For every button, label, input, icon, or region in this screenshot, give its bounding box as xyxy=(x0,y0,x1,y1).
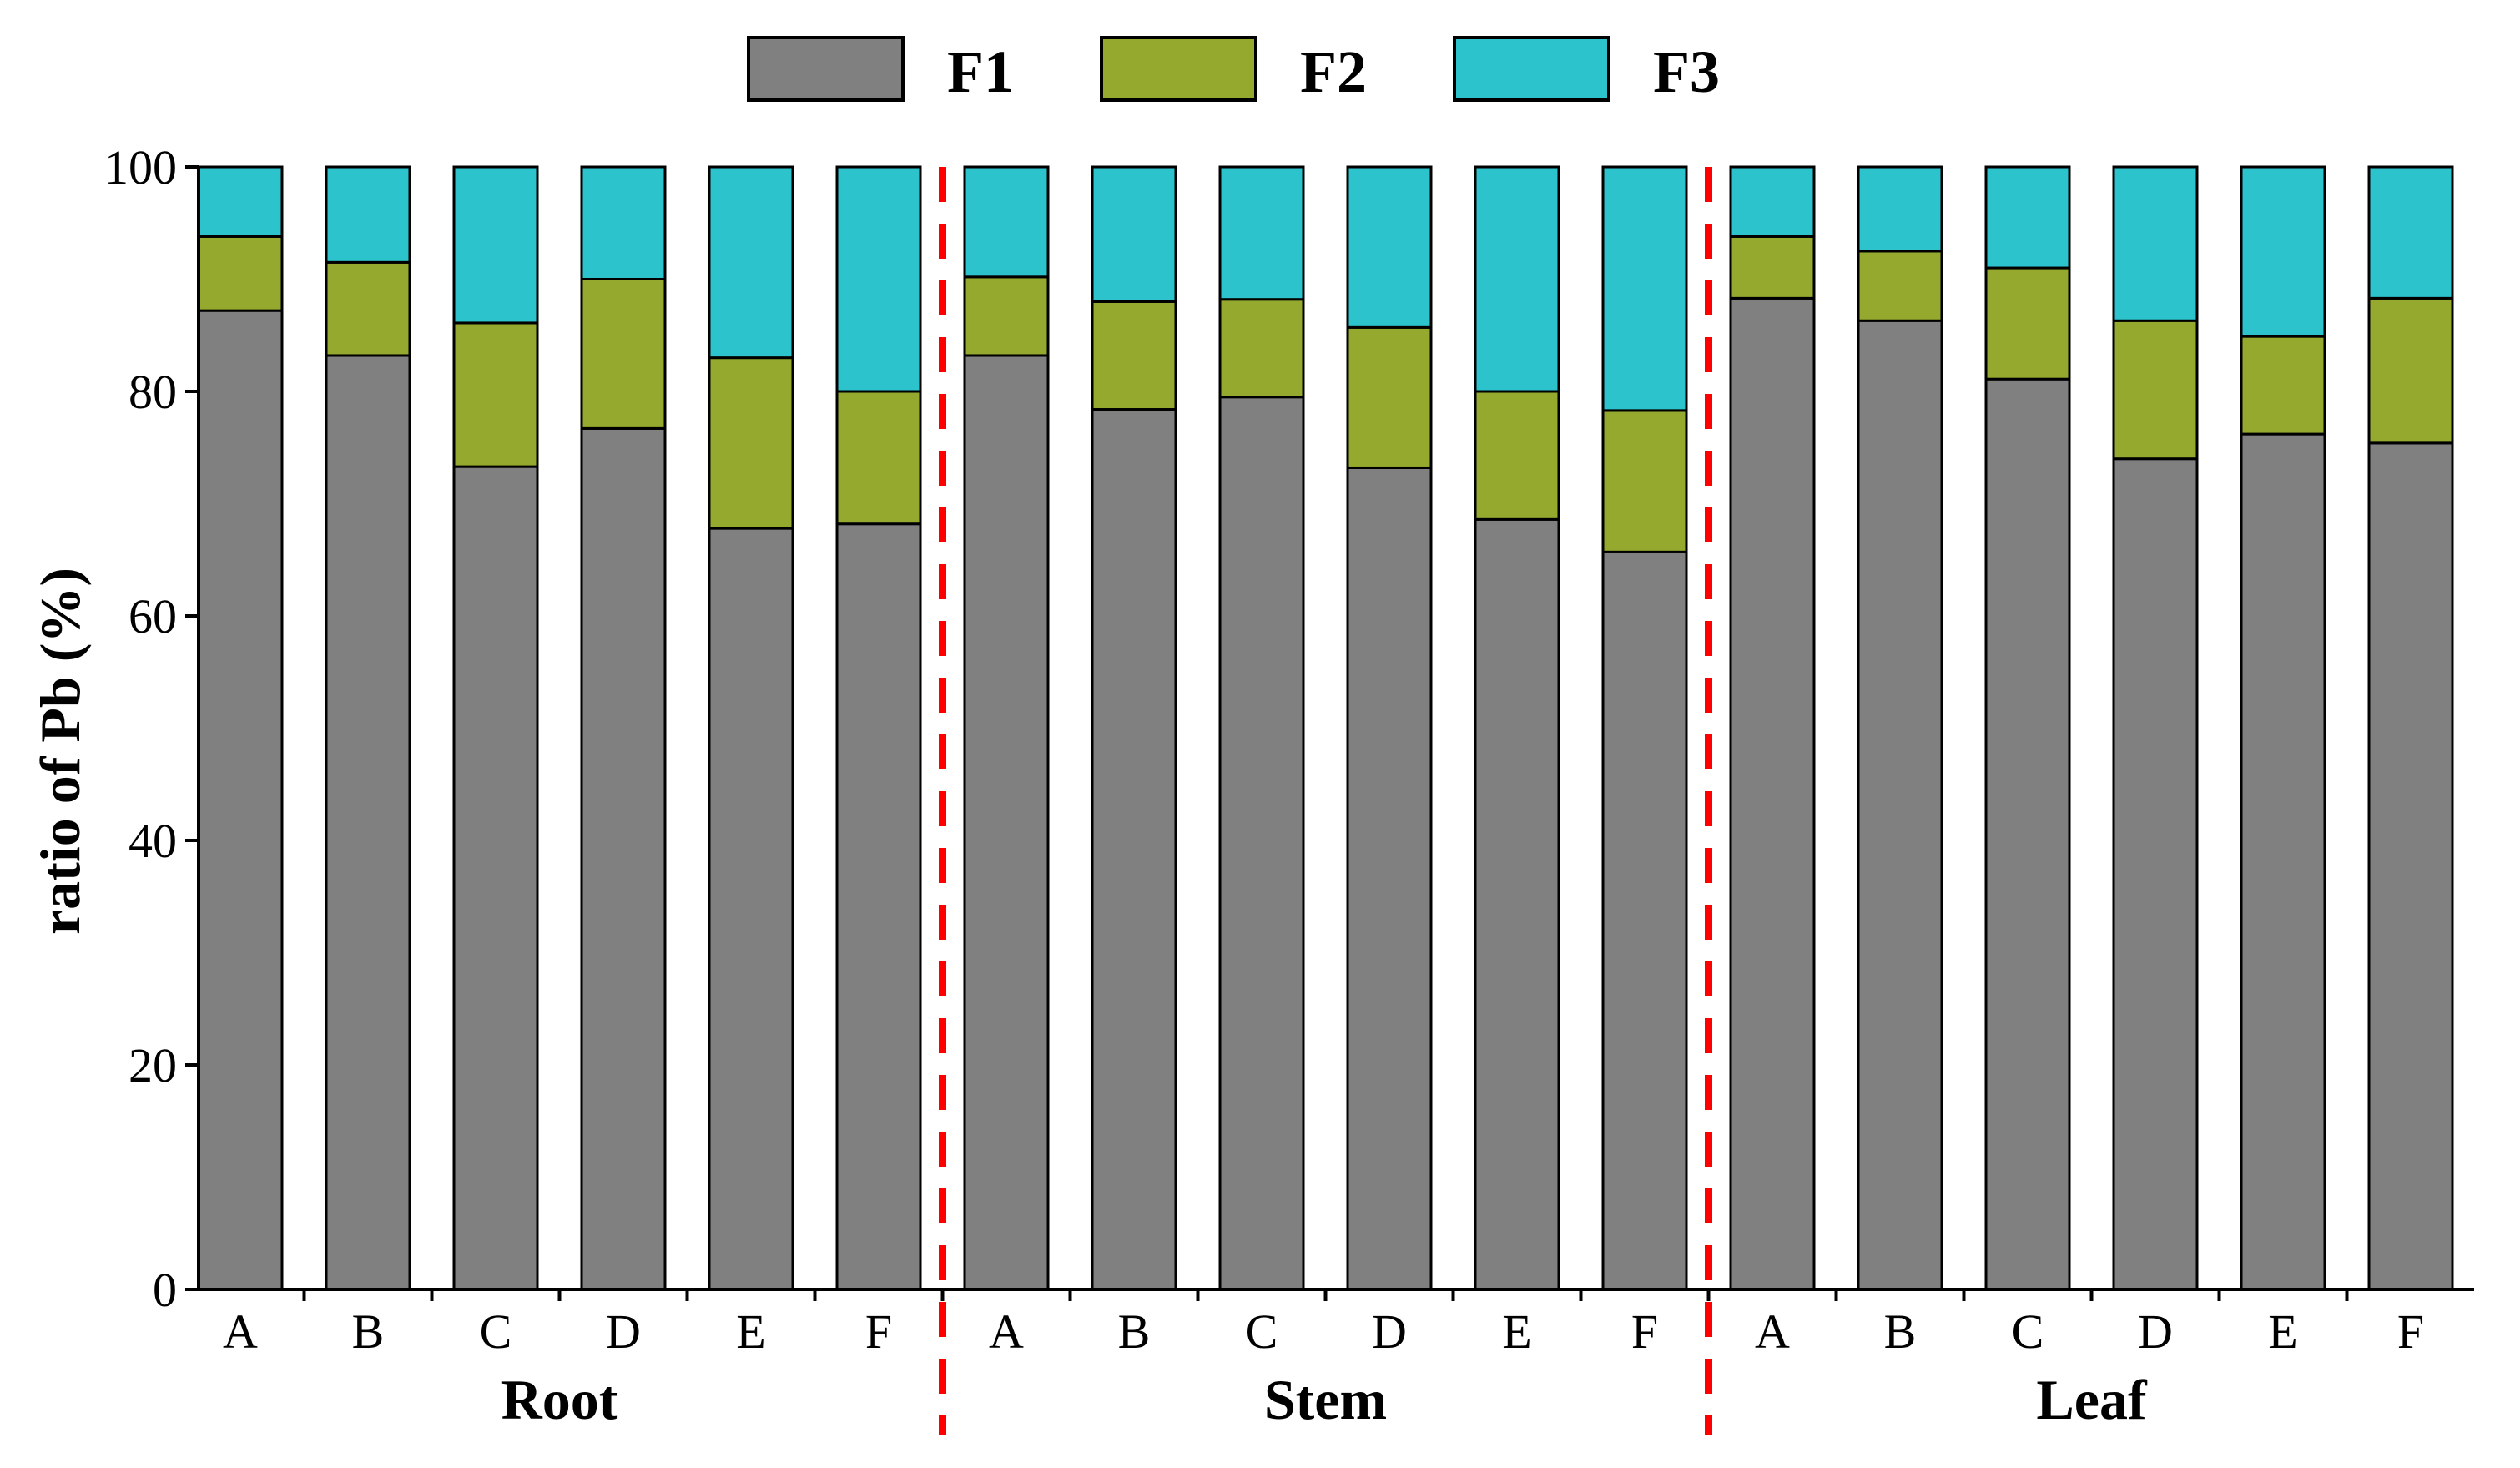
bar-f3-6 xyxy=(835,165,922,393)
x-tick-label: A xyxy=(1755,1304,1790,1359)
bar-f2-10 xyxy=(1346,325,1433,469)
bar-f3-8 xyxy=(1091,165,1177,303)
group-label-root: Root xyxy=(501,1368,618,1431)
bar-f3-15 xyxy=(1984,165,2071,270)
bar-f3-1 xyxy=(197,165,284,238)
x-tick-label: E xyxy=(736,1304,765,1359)
bar-f1-8 xyxy=(1091,408,1177,1291)
x-tick-label: F xyxy=(1631,1304,1658,1359)
bar-f2-6 xyxy=(835,390,922,526)
bar-f3-13 xyxy=(1729,165,1816,238)
bar-f1-15 xyxy=(1984,377,2071,1291)
bar-f2-2 xyxy=(325,260,411,357)
bar-f1-16 xyxy=(2112,457,2199,1291)
y-tick-label: 80 xyxy=(129,365,177,419)
legend-label-f2: F2 xyxy=(1300,38,1367,105)
bar-f2-16 xyxy=(2112,319,2199,461)
group-label-stem: Stem xyxy=(1264,1368,1387,1431)
bar-f2-7 xyxy=(963,275,1050,357)
bar-f2-3 xyxy=(452,321,539,468)
legend: F1 F2 F3 xyxy=(747,36,1720,105)
x-tick-label: B xyxy=(352,1304,385,1359)
x-tick-label: E xyxy=(1502,1304,1531,1359)
bar-f3-10 xyxy=(1346,165,1433,329)
x-tick-label: A xyxy=(989,1304,1024,1359)
legend-swatch-f3 xyxy=(1453,36,1610,102)
y-axis-title: ratio of Pb (%) xyxy=(28,568,92,935)
bar-f1-12 xyxy=(1601,550,1688,1291)
legend-label-f1: F1 xyxy=(947,38,1014,105)
bar-f1-10 xyxy=(1346,466,1433,1291)
bar-f1-18 xyxy=(2367,441,2454,1291)
x-tick-label: D xyxy=(606,1304,641,1359)
bar-f2-4 xyxy=(580,278,667,430)
x-tick-label: D xyxy=(1372,1304,1407,1359)
bar-f2-14 xyxy=(1857,250,1943,322)
x-tick-label: F xyxy=(2397,1304,2424,1359)
x-tick-label: C xyxy=(480,1304,512,1359)
bar-f3-2 xyxy=(325,165,411,264)
labels-layer: 0 20 40 60 80 100 A B C D E F A B C D E F A B C D E F Root Stem Le… xyxy=(104,140,2424,1431)
bar-f1-9 xyxy=(1218,396,1305,1291)
x-tick-label: D xyxy=(2138,1304,2173,1359)
bar-f3-14 xyxy=(1857,165,1943,253)
group-label-leaf: Leaf xyxy=(2036,1368,2148,1431)
bar-f1-7 xyxy=(963,354,1050,1291)
bar-f1-13 xyxy=(1729,296,1816,1291)
bar-f1-4 xyxy=(580,426,667,1291)
x-tick-label: F xyxy=(865,1304,892,1359)
bar-f2-9 xyxy=(1218,298,1305,399)
x-tick-label: B xyxy=(1118,1304,1151,1359)
bar-f1-17 xyxy=(2240,432,2326,1291)
bar-f2-18 xyxy=(2367,296,2454,445)
bar-f2-12 xyxy=(1601,409,1688,553)
y-tick-label: 0 xyxy=(153,1263,177,1317)
bar-f2-17 xyxy=(2240,335,2326,436)
bar-f3-4 xyxy=(580,165,667,280)
bar-f1-5 xyxy=(708,527,794,1291)
axes-layer xyxy=(185,165,2474,1301)
x-tick-label: E xyxy=(2268,1304,2297,1359)
bar-f1-6 xyxy=(835,522,922,1291)
bar-f3-16 xyxy=(2112,165,2199,322)
bar-f3-12 xyxy=(1601,165,1688,412)
y-tick-label: 20 xyxy=(129,1038,177,1092)
bar-f1-11 xyxy=(1474,517,1560,1291)
y-tick-label: 100 xyxy=(104,140,177,194)
bar-f3-5 xyxy=(708,165,794,360)
bar-f1-14 xyxy=(1857,319,1943,1291)
bar-f1-3 xyxy=(452,465,539,1291)
bar-f3-11 xyxy=(1474,165,1560,393)
bar-f1-1 xyxy=(197,309,284,1291)
x-tick-label: B xyxy=(1884,1304,1917,1359)
bar-f2-5 xyxy=(708,356,794,530)
bars-layer xyxy=(197,165,2454,1291)
bar-f3-7 xyxy=(963,165,1050,279)
y-tick-label: 60 xyxy=(129,589,177,643)
bar-f2-1 xyxy=(197,235,284,312)
group-separators xyxy=(939,167,1712,1435)
bar-f2-8 xyxy=(1091,300,1177,411)
bar-f2-15 xyxy=(1984,266,2071,381)
x-tick-label: C xyxy=(1246,1304,1278,1359)
x-tick-label: A xyxy=(223,1304,258,1359)
bar-f2-13 xyxy=(1729,235,1816,300)
y-tick-label: 40 xyxy=(129,814,177,868)
legend-swatch-f2 xyxy=(1100,36,1257,102)
bar-f2-11 xyxy=(1474,390,1560,521)
bar-f3-17 xyxy=(2240,165,2326,338)
bar-f1-2 xyxy=(325,354,411,1291)
legend-label-f3: F3 xyxy=(1653,38,1720,105)
x-tick-label: C xyxy=(2012,1304,2044,1359)
bar-f3-3 xyxy=(452,165,539,325)
legend-swatch-f1 xyxy=(747,36,905,102)
bar-f3-9 xyxy=(1218,165,1305,301)
bar-f3-18 xyxy=(2367,165,2454,300)
